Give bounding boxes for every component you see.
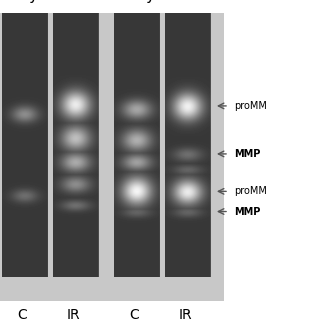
Text: IR: IR — [179, 308, 192, 320]
Text: IR: IR — [67, 308, 80, 320]
Text: C: C — [130, 308, 139, 320]
Text: Day 0: Day 0 — [8, 0, 53, 3]
Text: C: C — [18, 308, 27, 320]
Text: proMM: proMM — [234, 186, 267, 196]
Text: MMP: MMP — [234, 206, 260, 217]
Text: MMP: MMP — [234, 149, 260, 159]
Text: proMM: proMM — [234, 101, 267, 111]
Text: Day 3: Day 3 — [125, 0, 170, 3]
